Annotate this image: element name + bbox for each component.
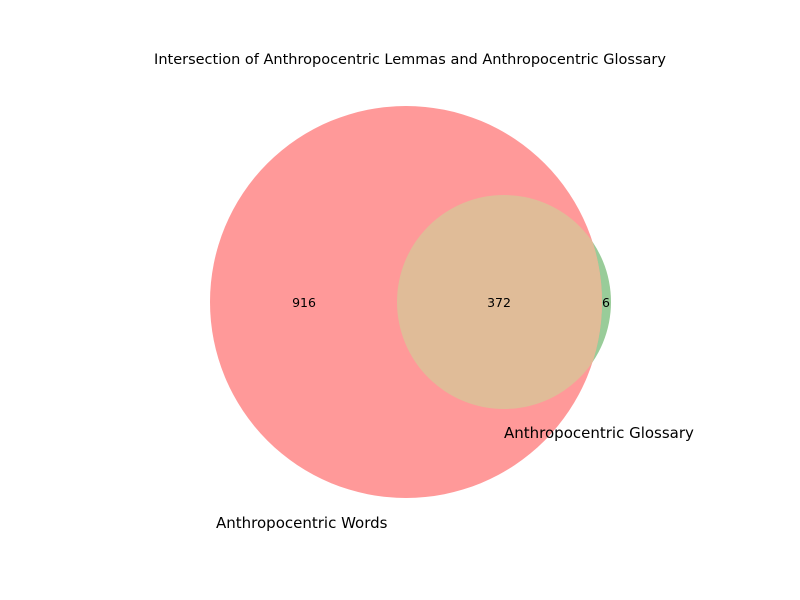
set-label-glossary: Anthropocentric Glossary [504,424,694,442]
set-label-words: Anthropocentric Words [216,514,388,532]
chart-title: Intersection of Anthropocentric Lemmas a… [154,52,666,68]
region-count-words-only: 916 [292,295,316,310]
intersection-region [397,195,602,409]
venn-circles [210,106,611,498]
region-count-intersection: 372 [487,295,511,310]
region-count-glossary-only: 6 [602,295,610,310]
